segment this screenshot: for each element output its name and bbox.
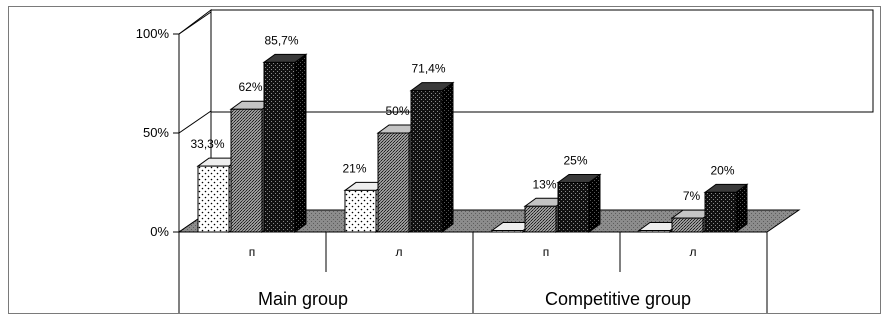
data-label-series-1-cat-0: 62% <box>238 80 262 94</box>
group-label-main: Main group <box>258 289 348 309</box>
data-label-series-2-cat-0: 85,7% <box>264 33 298 47</box>
data-labels-layer: 33,3% 62% 85,7% 21% 50% 71,4% 13% 25% 7% 20% <box>190 33 734 203</box>
back-wall <box>210 9 874 113</box>
bar-front <box>638 230 671 233</box>
y-tick-label-0: 0% <box>150 224 169 239</box>
bar-front <box>344 189 377 233</box>
bar-chart: 0% 50% 100% п л п л Main group Competiti… <box>136 9 874 313</box>
data-label-series-0-cat-0: 33,3% <box>190 137 224 151</box>
bar-front <box>197 165 230 233</box>
data-label-series-2-cat-1: 71,4% <box>411 62 445 76</box>
bar-series-2-cat-3 <box>703 183 749 233</box>
bar-side <box>294 53 307 233</box>
data-label-series-1-cat-2: 13% <box>532 177 556 191</box>
bar-front <box>524 205 557 233</box>
bar-front <box>704 191 737 233</box>
group-label-competitive: Competitive group <box>545 289 691 309</box>
bars-layer <box>196 53 749 233</box>
chart-frame: 0% 50% 100% п л п л Main group Competiti… <box>8 6 881 314</box>
bar-front <box>263 61 296 233</box>
category-label-1: л <box>395 245 402 259</box>
bar-series-2-cat-2 <box>556 173 602 233</box>
data-label-series-2-cat-3: 20% <box>710 163 734 177</box>
bar-series-2-cat-1 <box>409 81 455 233</box>
bar-front <box>671 217 704 233</box>
data-label-series-0-cat-1: 21% <box>342 161 366 175</box>
bar-series-2-cat-0 <box>262 53 308 233</box>
bar-front <box>491 230 524 233</box>
bar-side <box>588 173 601 233</box>
category-label-2: п <box>543 245 550 259</box>
bar-front <box>557 182 590 233</box>
data-label-series-2-cat-2: 25% <box>563 154 587 168</box>
y-tick-label-100: 100% <box>136 26 170 41</box>
data-label-series-1-cat-3: 7% <box>683 189 701 203</box>
wall-gridline-100 <box>178 11 212 35</box>
wall-gridline-50 <box>178 110 212 134</box>
bar-front <box>377 132 410 233</box>
y-tick-label-50: 50% <box>143 125 169 140</box>
data-label-series-1-cat-1: 50% <box>385 104 409 118</box>
bar-front <box>410 90 443 233</box>
category-label-3: л <box>689 245 696 259</box>
bar-side <box>441 81 454 233</box>
category-label-0: п <box>249 245 256 259</box>
bar-front <box>230 108 263 233</box>
